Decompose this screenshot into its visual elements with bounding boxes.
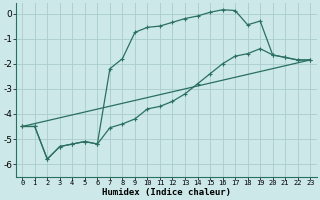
X-axis label: Humidex (Indice chaleur): Humidex (Indice chaleur) <box>102 188 231 197</box>
